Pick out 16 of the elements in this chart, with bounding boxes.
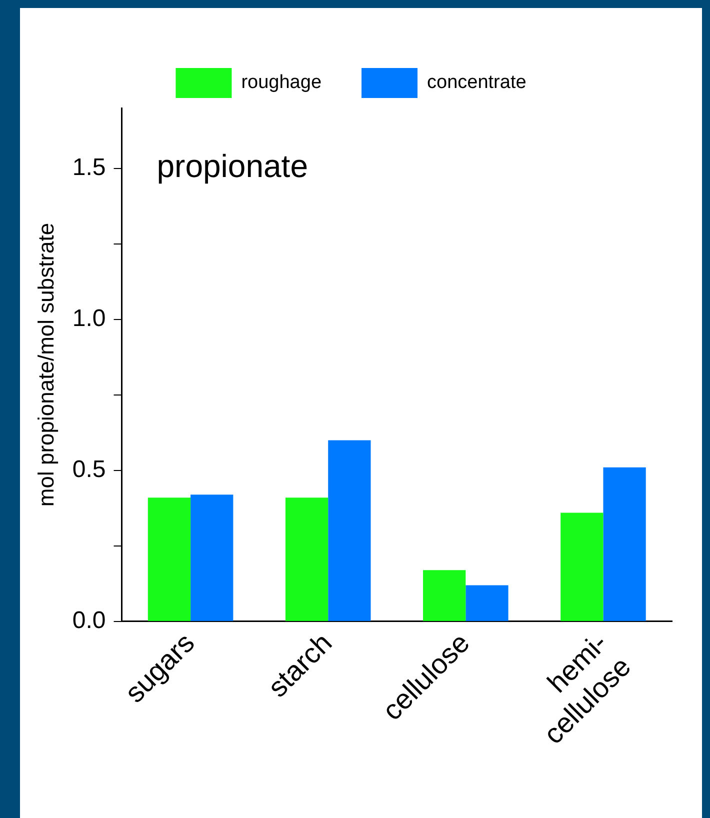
y-axis-title: mol propionate/mol substrate [33,222,58,507]
y-tick-label: 0.5 [72,456,106,484]
legend-label: roughage [241,72,322,94]
bar [285,498,328,621]
bar [190,494,234,621]
y-tick-label: 1.5 [72,154,106,182]
bar [148,498,191,621]
bar [603,467,646,621]
y-tick-label: 1.0 [72,305,106,332]
bar [466,585,508,621]
text: propionate [156,148,308,184]
bar [560,512,604,621]
y-tick-label: 0.0 [72,607,106,634]
legend-label: concentrate [427,72,526,94]
bar [423,570,466,621]
bar [328,440,371,621]
